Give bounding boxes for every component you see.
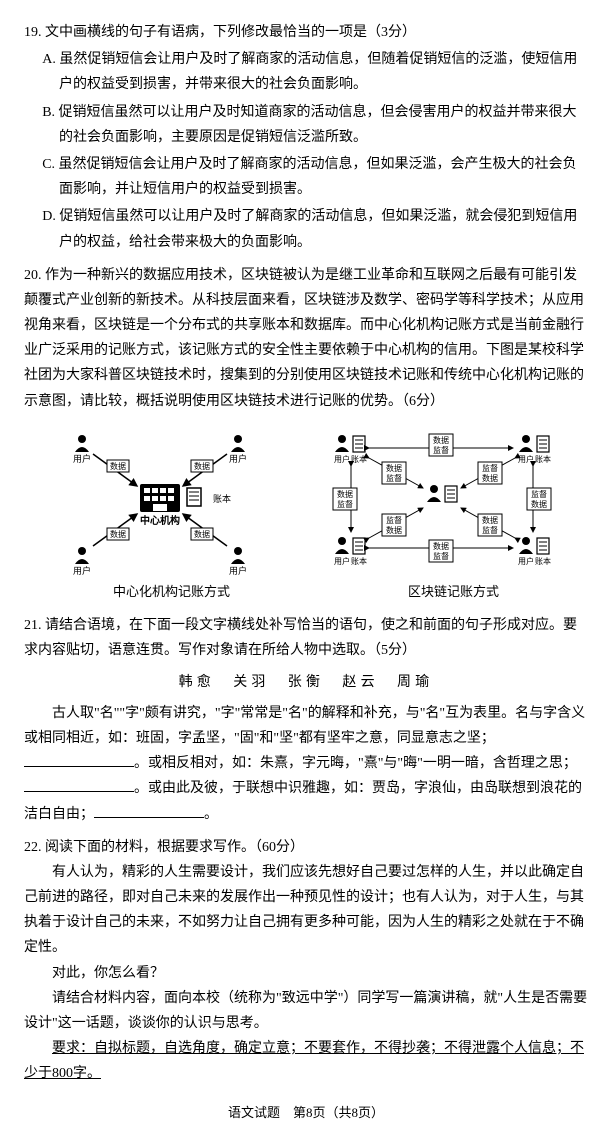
svg-text:数据: 数据 bbox=[433, 541, 449, 551]
blank-2 bbox=[24, 777, 134, 792]
svg-text:数据: 数据 bbox=[337, 489, 353, 499]
svg-text:用户: 用户 bbox=[518, 454, 534, 464]
svg-text:账本: 账本 bbox=[535, 556, 551, 566]
svg-text:用户: 用户 bbox=[334, 454, 350, 464]
blank-3 bbox=[94, 803, 204, 818]
q20-num: 20. bbox=[24, 268, 42, 283]
q22-num: 22. bbox=[24, 840, 42, 855]
q19-opt-a: A. 虽然促销短信会让用户及时了解商家的活动信息，但随着促销短信的泛滥，使短信用… bbox=[24, 47, 588, 97]
svg-text:数据: 数据 bbox=[110, 529, 126, 539]
q19-opt-d: D. 促销短信虽然可以让用户及时了解商家的活动信息，但如果泛滥，就会侵犯到短信用… bbox=[24, 204, 588, 254]
svg-text:用户: 用户 bbox=[518, 556, 534, 566]
svg-text:监督: 监督 bbox=[433, 445, 449, 455]
q22-p2: 对此，你怎么看？ bbox=[24, 961, 588, 986]
svg-text:数据: 数据 bbox=[386, 463, 402, 473]
svg-text:数据: 数据 bbox=[482, 515, 498, 525]
svg-text:监督: 监督 bbox=[386, 473, 402, 483]
svg-text:数据: 数据 bbox=[110, 461, 126, 471]
svg-text:监督: 监督 bbox=[531, 489, 547, 499]
svg-text:数据: 数据 bbox=[386, 525, 402, 535]
diagram-container: 用户 用户 用户 用户 中心机构 账本 数据 数据 数据 数据 用户 账本 用户… bbox=[24, 426, 588, 576]
q22-p4: 要求：自拟标题，自选角度，确定立意；不要套作，不得抄袭；不得泄露个人信息；不少于… bbox=[24, 1036, 588, 1086]
caption-right: 区块链记账方式 bbox=[408, 580, 499, 603]
svg-text:监督: 监督 bbox=[386, 515, 402, 525]
caption-left: 中心化机构记账方式 bbox=[113, 580, 230, 603]
blockchain-diagram: 用户 账本 用户 账本 用户 账本 用户 账本 数据监督 数据监督 数据监督 监… bbox=[327, 426, 557, 576]
svg-text:账本: 账本 bbox=[213, 493, 231, 504]
q19-opt-c: C. 虽然促销短信会让用户及时了解商家的活动信息，但如果泛滥，会产生极大的社会负… bbox=[24, 152, 588, 202]
svg-text:监督: 监督 bbox=[433, 551, 449, 561]
q21-names: 韩愈 关羽 张衡 赵云 周瑜 bbox=[24, 670, 588, 695]
svg-text:用户: 用户 bbox=[229, 453, 247, 464]
svg-text:数据: 数据 bbox=[433, 435, 449, 445]
q20-text: 作为一种新兴的数据应用技术，区块链被认为是继工业革命和互联网之后最有可能引发颠覆… bbox=[24, 268, 584, 409]
svg-text:账本: 账本 bbox=[535, 454, 551, 464]
q22-stem: 阅读下面的材料，根据要求写作。（60分） bbox=[45, 840, 304, 855]
svg-text:数据: 数据 bbox=[482, 473, 498, 483]
svg-text:账本: 账本 bbox=[351, 556, 367, 566]
central-diagram: 用户 用户 用户 用户 中心机构 账本 数据 数据 数据 数据 bbox=[55, 426, 265, 576]
blank-1 bbox=[24, 752, 134, 767]
q21-body: 古人取"名""字"颇有讲究，"字"常常是"名"的解释和补充，与"名"互为表里。名… bbox=[24, 701, 588, 827]
svg-text:用户: 用户 bbox=[73, 565, 91, 576]
q19-opt-b: B. 促销短信虽然可以让用户及时知道商家的活动信息，但会侵害用户的权益并带来很大… bbox=[24, 100, 588, 150]
svg-text:监督: 监督 bbox=[337, 499, 353, 509]
svg-text:账本: 账本 bbox=[351, 454, 367, 464]
q19-num: 19. bbox=[24, 25, 42, 40]
q21-stem: 请结合语境，在下面一段文字横线处补写恰当的语句，使之和前面的句子形成对应。要求内… bbox=[24, 618, 577, 658]
page-footer: 语文试题 第8页（共8页） bbox=[24, 1101, 588, 1124]
q19-stem: 文中画横线的句子有语病，下列修改最恰当的一项是（3分） bbox=[45, 25, 416, 40]
svg-text:数据: 数据 bbox=[531, 499, 547, 509]
q22-p1: 有人认为，精彩的人生需要设计，我们应该先想好自己要过怎样的人生，并以此确定自己前… bbox=[24, 860, 588, 961]
svg-text:监督: 监督 bbox=[482, 525, 498, 535]
svg-text:用户: 用户 bbox=[229, 565, 247, 576]
svg-text:用户: 用户 bbox=[334, 556, 350, 566]
svg-text:监督: 监督 bbox=[482, 463, 498, 473]
q22-p3: 请结合材料内容，面向本校（统称为"致远中学"）同学写一篇演讲稿，就"人生是否需要… bbox=[24, 986, 588, 1036]
svg-text:用户: 用户 bbox=[73, 453, 91, 464]
svg-text:数据: 数据 bbox=[194, 461, 210, 471]
svg-text:数据: 数据 bbox=[194, 529, 210, 539]
q21-num: 21. bbox=[24, 618, 42, 633]
svg-text:中心机构: 中心机构 bbox=[140, 514, 180, 527]
